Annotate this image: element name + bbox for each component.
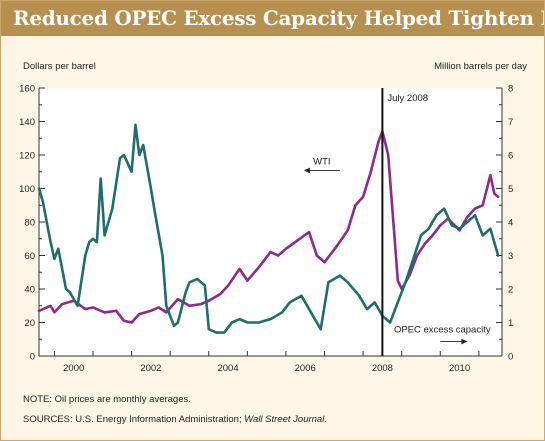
x-tick-label: 2010 [449,363,470,374]
x-tick-label: 2002 [140,363,161,374]
annotation-layer: July 2008 WTI OPEC excess capacity [303,88,491,356]
left-tick-label: 0 [30,352,35,363]
left-tick-label: 40 [24,285,35,296]
opec-arrow-head [461,338,468,345]
opec-annotation-label: OPEC excess capacity [394,325,491,336]
x-tick-label: 2004 [217,363,238,374]
left-tick-label: 100 [19,184,35,195]
left-tick-label: 120 [19,151,35,162]
chart-sources: SOURCES: U.S. Energy Information Adminis… [23,414,327,425]
x-tick-label: 2000 [63,363,84,374]
sources-publication: Wall Street Journal [244,414,325,425]
right-tick-label: 4 [508,218,513,229]
right-tick-label: 8 [508,84,513,95]
wti-series-line [37,130,500,324]
chart-note: NOTE: Oil prices are monthly averages. [23,394,191,405]
series-layer [37,123,500,334]
sources-prefix: SOURCES: U.S. Energy Information Adminis… [23,414,245,425]
right-tick-label: 2 [508,285,513,296]
chart-title: Reduced OPEC Excess Capacity Helped Tigh… [13,6,544,30]
wti-annotation-label: WTI [313,156,330,167]
axes: 0 20 40 60 80 100 120 140 160 0 1 2 3 4 5 6 7 8 2000 2002 20… [19,84,513,375]
right-tick-label: 7 [508,117,513,128]
right-axis-label: Million barrels per day [434,61,527,72]
left-tick-label: 80 [24,218,35,229]
x-tick-label: 2006 [295,363,316,374]
wti-arrow-head [303,167,310,174]
sources-suffix: . [324,414,327,425]
opec-capacity-series-line [37,123,500,334]
left-tick-label: 60 [24,251,35,262]
right-tick-label: 6 [508,151,513,162]
x-tick-label: 2008 [372,363,393,374]
left-tick-label: 160 [19,84,35,95]
right-tick-label: 0 [508,352,513,363]
title-bar: Reduced OPEC Excess Capacity Helped Tigh… [1,1,544,36]
left-tick-label: 140 [19,117,35,128]
left-axis-label: Dollars per barrel [23,61,96,72]
july-2008-label: July 2008 [387,93,428,104]
left-tick-label: 20 [24,318,35,329]
right-tick-label: 1 [508,318,513,329]
right-tick-label: 3 [508,251,513,262]
right-tick-label: 5 [508,184,513,195]
